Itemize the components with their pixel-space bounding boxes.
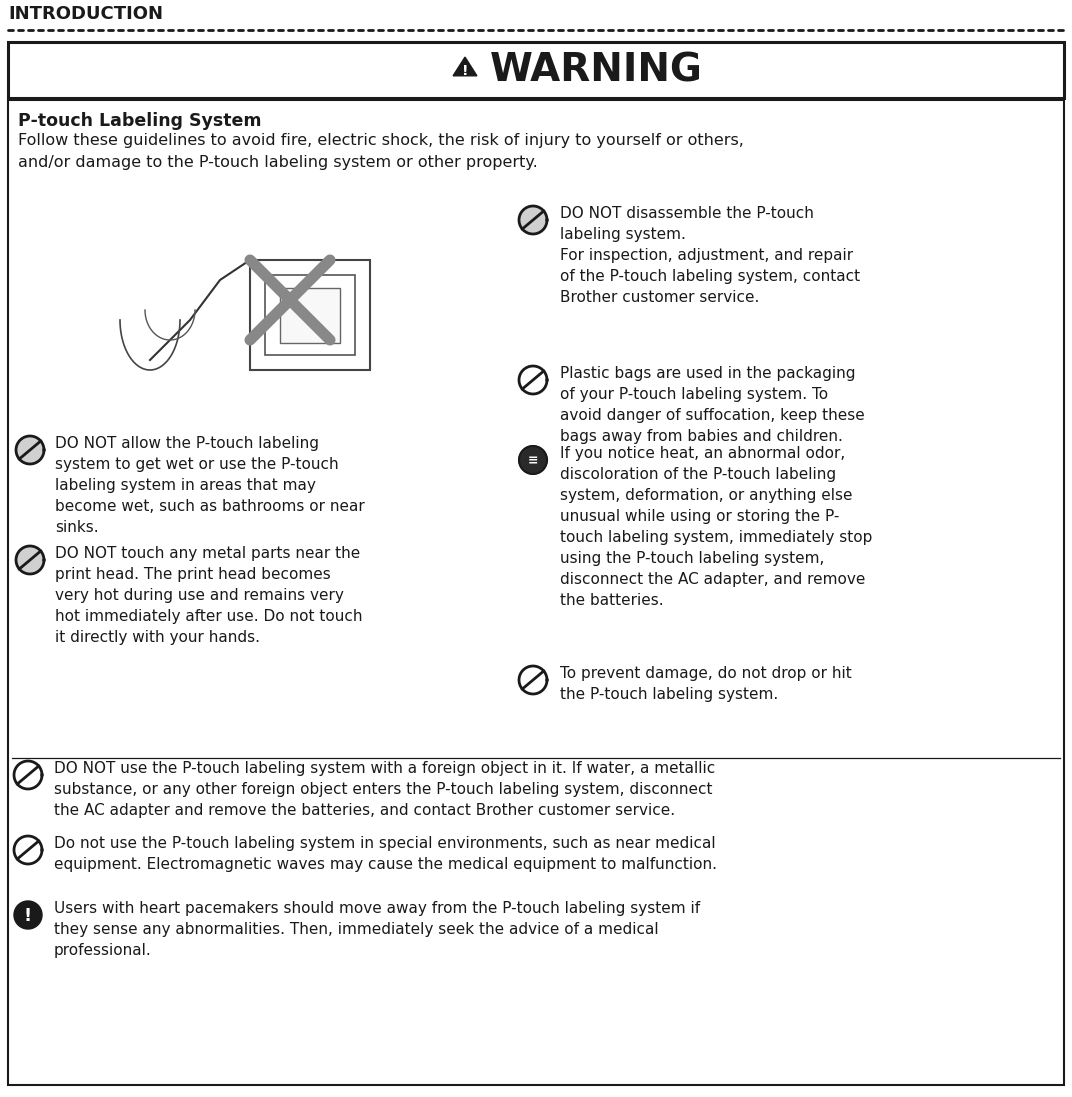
Text: If you notice heat, an abnormal odor,
discoloration of the P-touch labeling
syst: If you notice heat, an abnormal odor, di…	[560, 446, 873, 608]
Polygon shape	[519, 446, 547, 474]
Text: WARNING: WARNING	[490, 50, 703, 89]
Text: !: !	[24, 907, 32, 925]
Text: DO NOT disassemble the P-touch
labeling system.
For inspection, adjustment, and : DO NOT disassemble the P-touch labeling …	[560, 206, 860, 305]
Text: Do not use the P-touch labeling system in special environments, such as near med: Do not use the P-touch labeling system i…	[54, 836, 717, 872]
Text: !: !	[462, 64, 468, 78]
Text: DO NOT use the P-touch labeling system with a foreign object in it. If water, a : DO NOT use the P-touch labeling system w…	[54, 761, 715, 818]
Text: INTRODUCTION: INTRODUCTION	[8, 5, 163, 23]
Text: Users with heart pacemakers should move away from the P-touch labeling system if: Users with heart pacemakers should move …	[54, 901, 700, 958]
Text: P-touch Labeling System: P-touch Labeling System	[18, 112, 262, 131]
Text: DO NOT touch any metal parts near the
print head. The print head becomes
very ho: DO NOT touch any metal parts near the pr…	[55, 546, 362, 645]
Text: Plastic bags are used in the packaging
of your P-touch labeling system. To
avoid: Plastic bags are used in the packaging o…	[560, 366, 865, 444]
Text: To prevent damage, do not drop or hit
the P-touch labeling system.: To prevent damage, do not drop or hit th…	[560, 666, 852, 702]
Bar	[8, 100, 1064, 1085]
Text: DO NOT allow the P-touch labeling
system to get wet or use the P-touch
labeling : DO NOT allow the P-touch labeling system…	[55, 436, 364, 535]
Polygon shape	[519, 206, 547, 234]
Bar	[8, 42, 1064, 98]
Text: ≡: ≡	[527, 454, 538, 467]
Bar	[280, 289, 340, 343]
Polygon shape	[16, 436, 44, 464]
Polygon shape	[16, 546, 44, 574]
Bar	[265, 275, 355, 355]
Polygon shape	[14, 901, 42, 929]
Text: Follow these guidelines to avoid fire, electric shock, the risk of injury to you: Follow these guidelines to avoid fire, e…	[18, 133, 744, 170]
Bar	[250, 260, 370, 370]
Polygon shape	[453, 57, 477, 76]
